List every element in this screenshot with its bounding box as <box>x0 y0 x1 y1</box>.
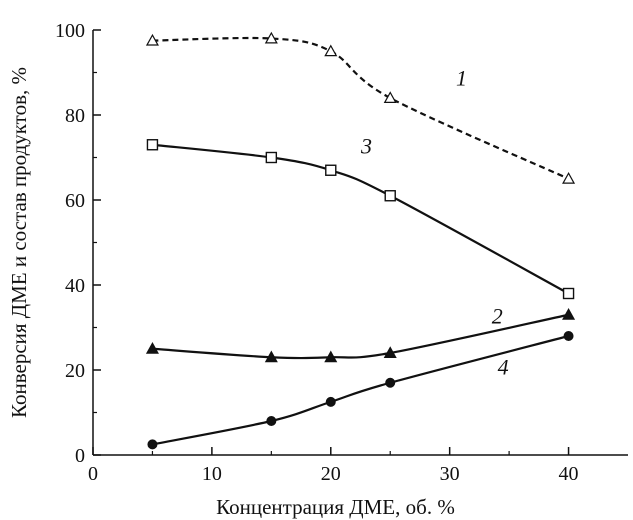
y-tick-label: 0 <box>75 445 85 467</box>
series-1-point <box>145 33 159 46</box>
x-tick-label: 40 <box>559 463 579 485</box>
series-1-point <box>264 31 278 44</box>
x-tick-label: 10 <box>202 463 222 485</box>
series-3-point <box>265 151 278 164</box>
series-layer <box>145 31 576 450</box>
series-4-point <box>266 416 277 426</box>
series-3-point <box>146 139 159 151</box>
series-4-point <box>147 439 158 450</box>
axes: 0 10 20 30 40 0 20 40 60 80 100 Концентрация ДМЕ, о… <box>7 20 628 519</box>
series-2-point <box>324 350 338 363</box>
x-axis-label: Концентрация ДМЕ, об. % <box>216 495 455 519</box>
series-4-point <box>325 396 336 407</box>
series-2-point <box>145 342 159 354</box>
x-tick-label: 0 <box>88 463 98 485</box>
curve-label-2: 2 <box>492 303 503 328</box>
series-3-point <box>384 190 396 202</box>
x-tick-label: 20 <box>321 463 341 485</box>
curve-label-1: 1 <box>456 65 467 90</box>
y-tick-label: 80 <box>65 105 85 127</box>
series-3-point <box>325 164 337 176</box>
series-4-point <box>563 331 574 341</box>
y-axis-label: Конверсия ДМЕ и состав продуктов, % <box>7 67 31 418</box>
series-3-point <box>562 287 575 300</box>
x-tick-label: 30 <box>440 463 460 485</box>
series-2-point <box>383 346 397 358</box>
series-3-line <box>152 143 570 295</box>
series-4-line <box>152 334 569 446</box>
series-2-point <box>264 350 278 363</box>
series-1 <box>145 31 576 184</box>
curve-label-4: 4 <box>498 354 509 379</box>
series-2-point <box>562 308 576 320</box>
labels-layer: 1 2 3 4 <box>360 65 509 379</box>
y-tick-label: 60 <box>65 190 85 212</box>
y-tick-label: 100 <box>55 20 85 42</box>
series-1-point <box>324 44 338 57</box>
series-2 <box>145 308 576 363</box>
series-1-line <box>152 36 570 180</box>
series-4 <box>147 331 574 450</box>
series-3 <box>146 139 575 300</box>
series-4-point <box>385 377 396 388</box>
y-tick-label: 40 <box>65 275 85 297</box>
curve-label-3: 3 <box>360 133 372 158</box>
series-1-point <box>562 172 576 184</box>
series-1-point <box>383 91 397 104</box>
y-tick-label: 20 <box>65 360 85 382</box>
